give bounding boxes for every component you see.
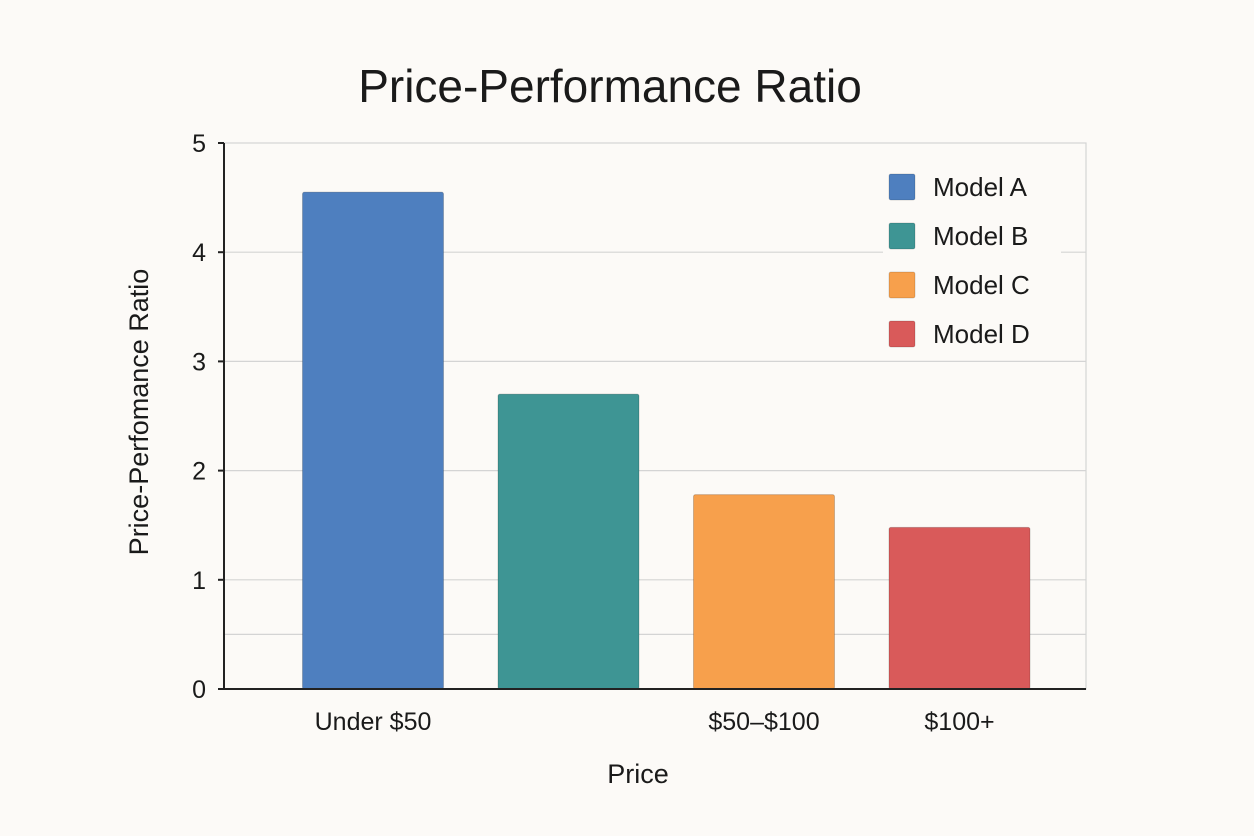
legend-swatch-model-c xyxy=(888,271,916,299)
bar-model-b xyxy=(497,393,640,690)
legend-swatch-model-a xyxy=(888,173,916,201)
x-tick-label-0: Under $50 xyxy=(315,708,432,736)
x-axis-label: Price xyxy=(607,759,669,789)
x-tick-label-3: $100+ xyxy=(924,708,994,736)
bar-model-c xyxy=(693,494,835,690)
x-tick-labels: Under $50 $50–$100 $100+ xyxy=(315,708,995,736)
y-tick-labels: 0 1 2 3 4 5 xyxy=(192,130,224,704)
legend-label-model-d: Model D xyxy=(933,319,1030,349)
legend-label-model-a: Model A xyxy=(933,172,1028,202)
y-tick-label-1: 1 xyxy=(192,567,206,595)
y-tick-label-2: 2 xyxy=(192,458,206,486)
y-tick-label-5: 5 xyxy=(192,130,206,158)
bar-model-a xyxy=(302,191,444,690)
legend-label-model-c: Model C xyxy=(933,270,1030,300)
y-tick-label-4: 4 xyxy=(192,239,206,267)
legend: Model A Model B Model C Model D xyxy=(883,168,1061,351)
bar-model-d xyxy=(888,526,1031,690)
legend-label-model-b: Model B xyxy=(933,221,1028,251)
y-tick-label-0: 0 xyxy=(192,676,206,704)
legend-swatch-model-b xyxy=(888,222,916,250)
legend-swatch-model-d xyxy=(888,320,916,348)
chart-title: Price-Performance Ratio xyxy=(358,60,862,112)
y-axis-label: Price-Perfomance Ratio xyxy=(124,269,154,556)
bars xyxy=(302,191,1031,690)
y-tick-label-3: 3 xyxy=(192,348,206,376)
x-tick-label-2: $50–$100 xyxy=(708,708,819,736)
